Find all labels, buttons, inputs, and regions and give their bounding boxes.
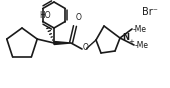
Text: +: + [128, 39, 134, 45]
Polygon shape [54, 42, 71, 45]
Text: -Me: -Me [133, 24, 147, 34]
Text: O: O [76, 13, 82, 22]
Text: O: O [83, 43, 89, 53]
Text: HO: HO [39, 11, 51, 20]
Text: -Me: -Me [135, 40, 149, 49]
Text: N: N [122, 34, 129, 43]
Text: Br⁻: Br⁻ [142, 7, 158, 17]
